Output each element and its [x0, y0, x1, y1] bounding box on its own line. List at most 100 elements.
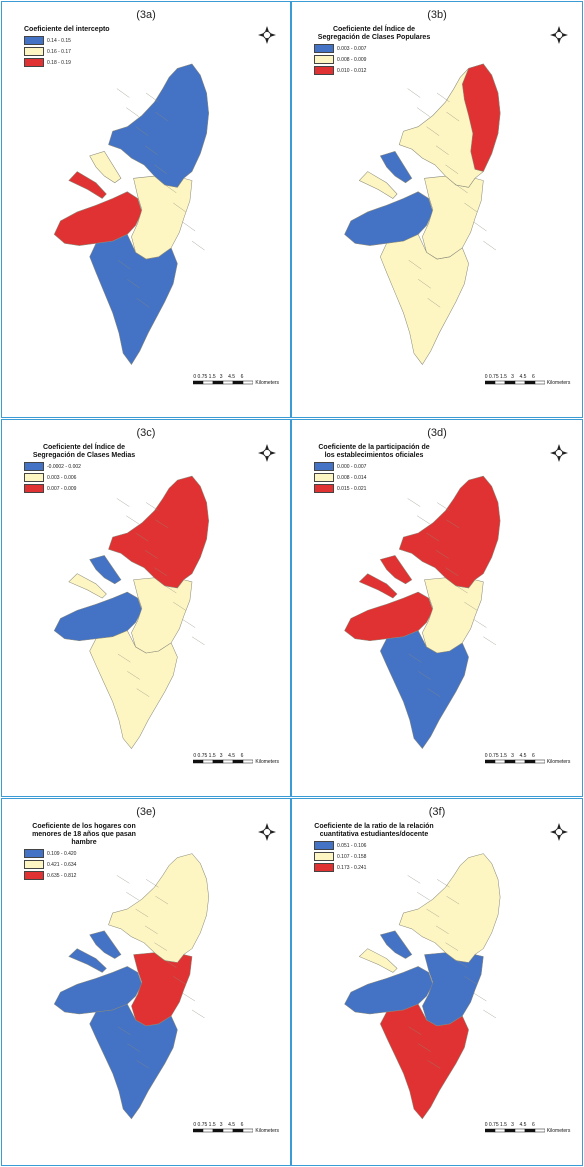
district-boundary: [154, 942, 168, 951]
district-boundary: [163, 183, 177, 194]
district-boundary: [163, 584, 177, 594]
district-boundary: [407, 498, 421, 507]
legend-swatch: [314, 55, 334, 64]
district-boundary: [116, 875, 130, 884]
region-center: [422, 577, 484, 654]
legend-label: 0.421 - 0.634: [47, 861, 77, 868]
panel-label: (3f): [428, 806, 446, 818]
choropleth-map: [344, 63, 501, 365]
scale-bar-numbers: 0 0.75 1.5 3 4.5 6: [193, 1122, 244, 1128]
north-arrow-icon: [258, 444, 276, 462]
legend-item: 0.635 - 0.812: [24, 871, 144, 880]
district-boundary: [483, 240, 497, 251]
legend-label: -0.0002 - 0.002: [47, 463, 81, 470]
legend-swatch: [314, 852, 334, 861]
region-west-strip: [68, 948, 107, 973]
region-center: [131, 577, 193, 654]
region-south: [380, 1003, 469, 1120]
region-north: [108, 853, 209, 963]
district-boundary: [408, 653, 422, 663]
district-boundary: [144, 145, 158, 155]
district-boundary: [426, 126, 440, 136]
map-legend: Coeficiente del Índice de Segregación de…: [24, 444, 144, 493]
legend-label: 0.635 - 0.812: [47, 872, 77, 879]
district-boundary: [416, 892, 430, 901]
legend-item: 0.109 - 0.420: [24, 849, 144, 858]
scale-bar-numbers: 0 0.75 1.5 3 4.5 6: [484, 374, 535, 380]
legend-item: 0.007 - 0.009: [24, 484, 144, 493]
district-boundary: [445, 942, 459, 951]
map-legend: Coeficiente del intercepto 0.14 - 0.15 0.1…: [24, 26, 110, 67]
district-boundary: [446, 111, 460, 122]
legend-item: 0.008 - 0.009: [314, 55, 434, 64]
legend-swatch: [314, 44, 334, 53]
district-boundary: [135, 532, 149, 542]
legend-item: 0.008 - 0.014: [314, 473, 434, 482]
legend-label: 0.003 - 0.006: [47, 474, 77, 481]
legend-item: 0.421 - 0.634: [24, 860, 144, 869]
district-boundary: [426, 532, 440, 542]
region-west-strip: [68, 573, 107, 599]
panel-label: (3d): [427, 427, 447, 439]
scale-bar-graphic: [193, 759, 254, 764]
district-boundary: [126, 892, 139, 901]
district-boundary: [136, 688, 150, 697]
north-arrow-icon: [258, 823, 276, 841]
choropleth-map: [53, 853, 209, 1120]
map-legend: Coeficiente de la participación de los e…: [314, 444, 434, 493]
legend-item: -0.0002 - 0.002: [24, 462, 144, 471]
choropleth-map: [53, 475, 209, 750]
district-boundary: [155, 111, 169, 122]
region-south: [380, 234, 469, 365]
district-boundary: [416, 107, 430, 117]
legend-swatch: [24, 58, 44, 67]
district-boundary: [454, 584, 468, 594]
region-northwest-strip: [89, 151, 122, 184]
map-legend: Coeficiente del Índice de Segregación de…: [314, 26, 434, 75]
scale-bar-graphic: [193, 1128, 254, 1133]
district-boundary: [426, 908, 440, 918]
legend-label: 0.000 - 0.007: [337, 463, 367, 470]
district-boundary: [191, 240, 205, 251]
map-legend: Coeficiente de la ratio de la relación c…: [314, 823, 434, 872]
region-west-strip: [358, 171, 398, 199]
district-boundary: [427, 688, 441, 697]
scale-bar: 0 0.75 1.5 3 4.5 6 Kilometers: [484, 374, 570, 386]
district-boundary: [127, 671, 140, 680]
region-west-strip: [68, 171, 107, 199]
legend-title: Coeficiente de la participación de los e…: [318, 444, 430, 459]
legend-item: 0.000 - 0.007: [314, 462, 434, 471]
region-north: [398, 475, 501, 589]
scale-bar-numbers: 0 0.75 1.5 3 4.5 6: [484, 1122, 535, 1128]
legend-swatch: [314, 484, 334, 493]
district-boundary: [473, 993, 487, 1002]
legend-label: 0.18 - 0.19: [47, 59, 71, 66]
district-boundary: [407, 875, 421, 884]
legend-label: 0.010 - 0.012: [337, 67, 367, 74]
scale-bar-graphic: [484, 759, 545, 764]
legend-label: 0.107 - 0.158: [337, 853, 367, 860]
district-boundary: [436, 92, 450, 103]
district-boundary: [435, 925, 449, 934]
north-arrow-icon: [258, 26, 276, 44]
north-arrow-icon: [550, 26, 568, 44]
district-boundary: [446, 519, 460, 529]
legend-label: 0.14 - 0.15: [47, 37, 71, 44]
legend-swatch: [24, 473, 44, 482]
district-boundary: [117, 1026, 131, 1035]
region-north: [108, 63, 209, 188]
district-boundary: [191, 636, 205, 646]
district-boundary: [408, 1026, 422, 1035]
legend-label: 0.008 - 0.009: [337, 56, 367, 63]
map-regions: [344, 475, 501, 750]
scale-bar-unit: Kilometers: [255, 759, 280, 765]
district-boundary: [418, 279, 431, 289]
legend-swatch: [24, 36, 44, 45]
legend-swatch: [24, 871, 44, 880]
map-panel-3e: (3e) Coeficiente de los hogares con menor…: [1, 798, 291, 1166]
legend-item: 0.14 - 0.15: [24, 36, 110, 45]
district-boundary: [473, 221, 487, 232]
district-boundary: [154, 567, 168, 576]
panel-label: (3b): [427, 9, 447, 21]
